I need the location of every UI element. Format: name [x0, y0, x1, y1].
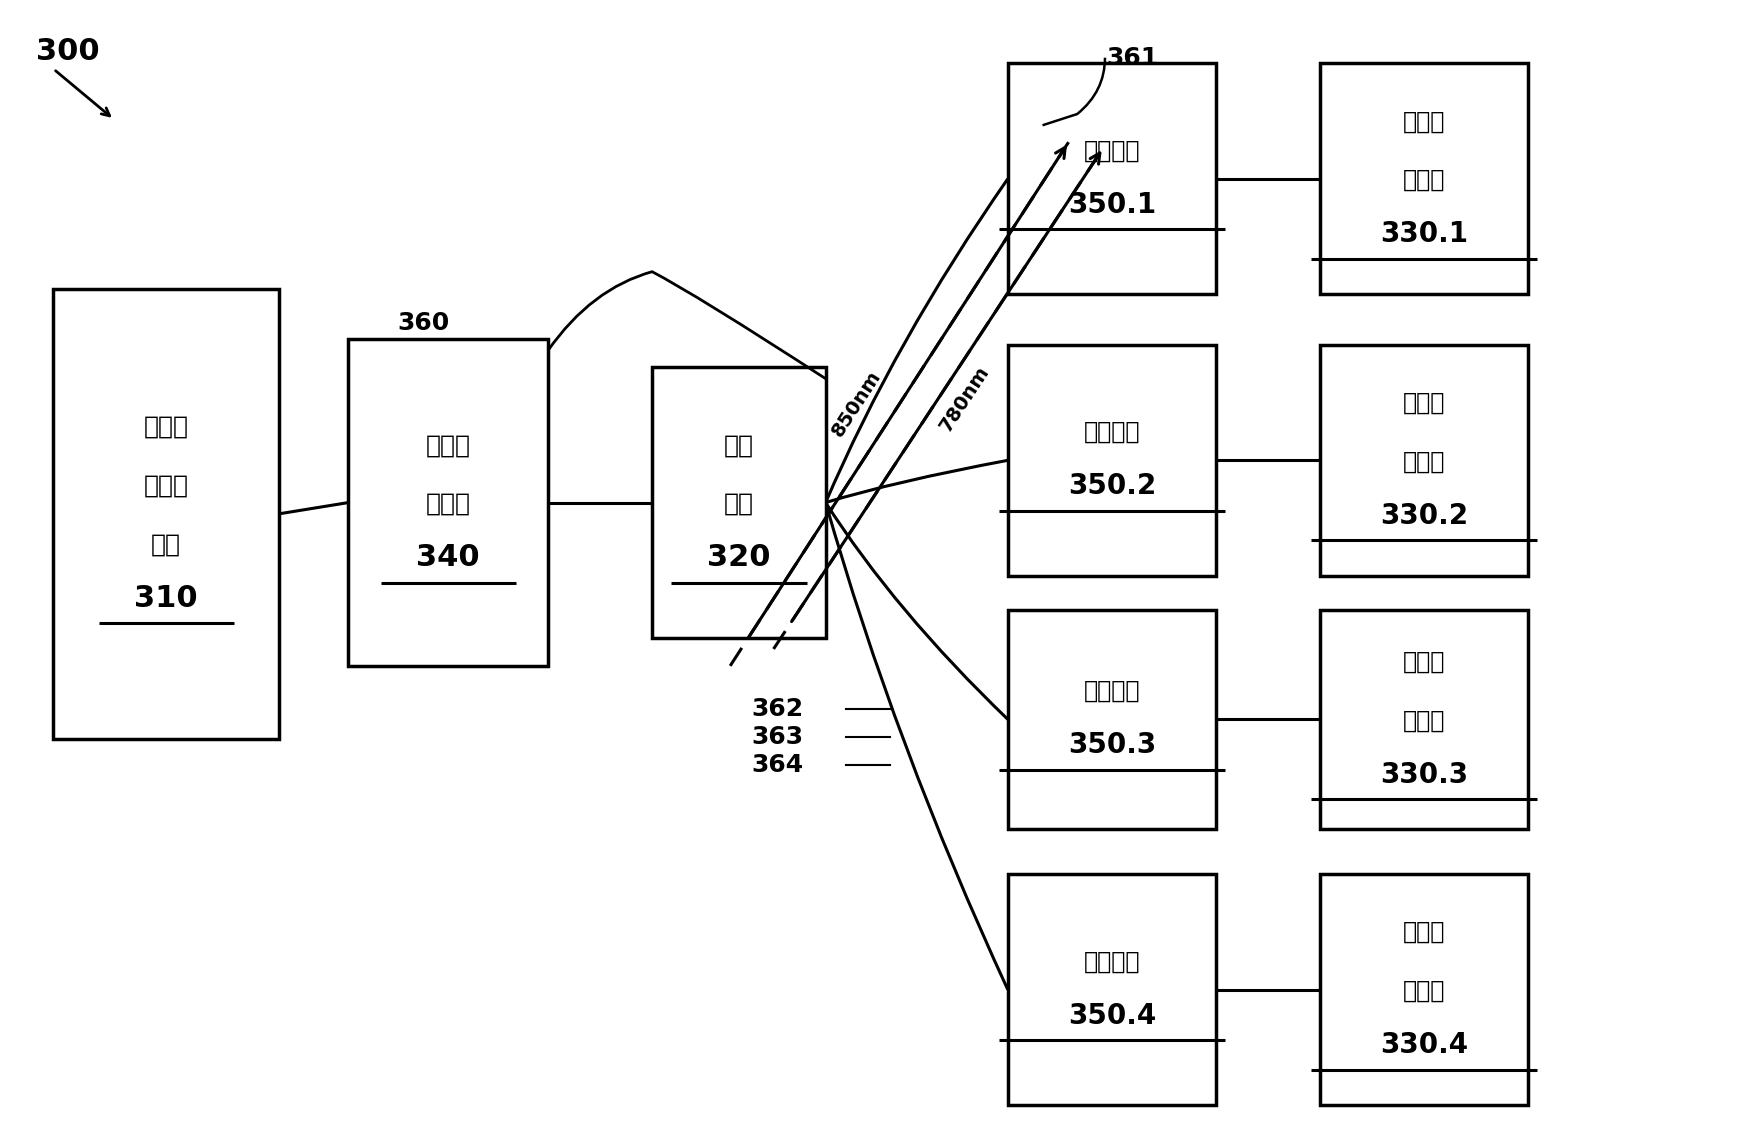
- Text: 330.2: 330.2: [1380, 501, 1469, 530]
- Text: 歧器: 歧器: [723, 492, 754, 516]
- Bar: [1008, 610, 1217, 829]
- Text: 光纤网: 光纤网: [1403, 650, 1446, 674]
- Text: 光分: 光分: [723, 434, 754, 457]
- Bar: [1321, 344, 1528, 576]
- Text: 回应装置: 回应装置: [1085, 420, 1140, 444]
- Text: 光纤网: 光纤网: [1403, 110, 1446, 133]
- Text: 回应装置: 回应装置: [1085, 139, 1140, 163]
- Text: 364: 364: [751, 753, 803, 777]
- Bar: [1321, 63, 1528, 295]
- Text: 350.4: 350.4: [1067, 1001, 1156, 1030]
- Text: 回应装置: 回应装置: [1085, 949, 1140, 973]
- Bar: [1008, 344, 1217, 576]
- Text: 361: 361: [1107, 45, 1159, 70]
- Text: 350.3: 350.3: [1067, 732, 1156, 760]
- Text: 362: 362: [751, 697, 803, 720]
- Text: 363: 363: [751, 725, 803, 749]
- Text: 回应装置: 回应装置: [1085, 680, 1140, 703]
- Bar: [54, 289, 280, 739]
- Text: 光纤网: 光纤网: [1403, 391, 1446, 414]
- Text: 300: 300: [36, 37, 99, 67]
- Text: 络单元: 络单元: [1403, 449, 1446, 473]
- Text: 780nm: 780nm: [937, 362, 992, 435]
- Text: 络单元: 络单元: [1403, 979, 1446, 1003]
- Bar: [348, 339, 547, 666]
- Text: 络单元: 络单元: [1403, 168, 1446, 192]
- Text: 360: 360: [396, 312, 448, 335]
- Bar: [1008, 874, 1217, 1105]
- Text: 路终端: 路终端: [144, 474, 189, 498]
- Text: 测装置: 测装置: [426, 492, 471, 516]
- Text: 络单元: 络单元: [1403, 709, 1446, 733]
- Text: 光纤线: 光纤线: [144, 415, 189, 439]
- Text: 340: 340: [417, 543, 480, 572]
- Text: 350.2: 350.2: [1067, 472, 1156, 500]
- Text: 350.1: 350.1: [1067, 191, 1156, 219]
- Text: 330.4: 330.4: [1380, 1031, 1469, 1059]
- Text: 330.3: 330.3: [1380, 761, 1469, 788]
- Bar: [652, 367, 826, 638]
- Text: 850nm: 850nm: [827, 367, 885, 440]
- Text: 设备: 设备: [151, 532, 181, 557]
- Bar: [1008, 63, 1217, 295]
- Text: 主控检: 主控检: [426, 434, 471, 457]
- Bar: [1321, 874, 1528, 1105]
- Text: 320: 320: [707, 543, 770, 572]
- Text: 310: 310: [134, 584, 198, 613]
- Text: 光纤网: 光纤网: [1403, 920, 1446, 944]
- Text: 330.1: 330.1: [1380, 220, 1469, 248]
- Bar: [1321, 610, 1528, 829]
